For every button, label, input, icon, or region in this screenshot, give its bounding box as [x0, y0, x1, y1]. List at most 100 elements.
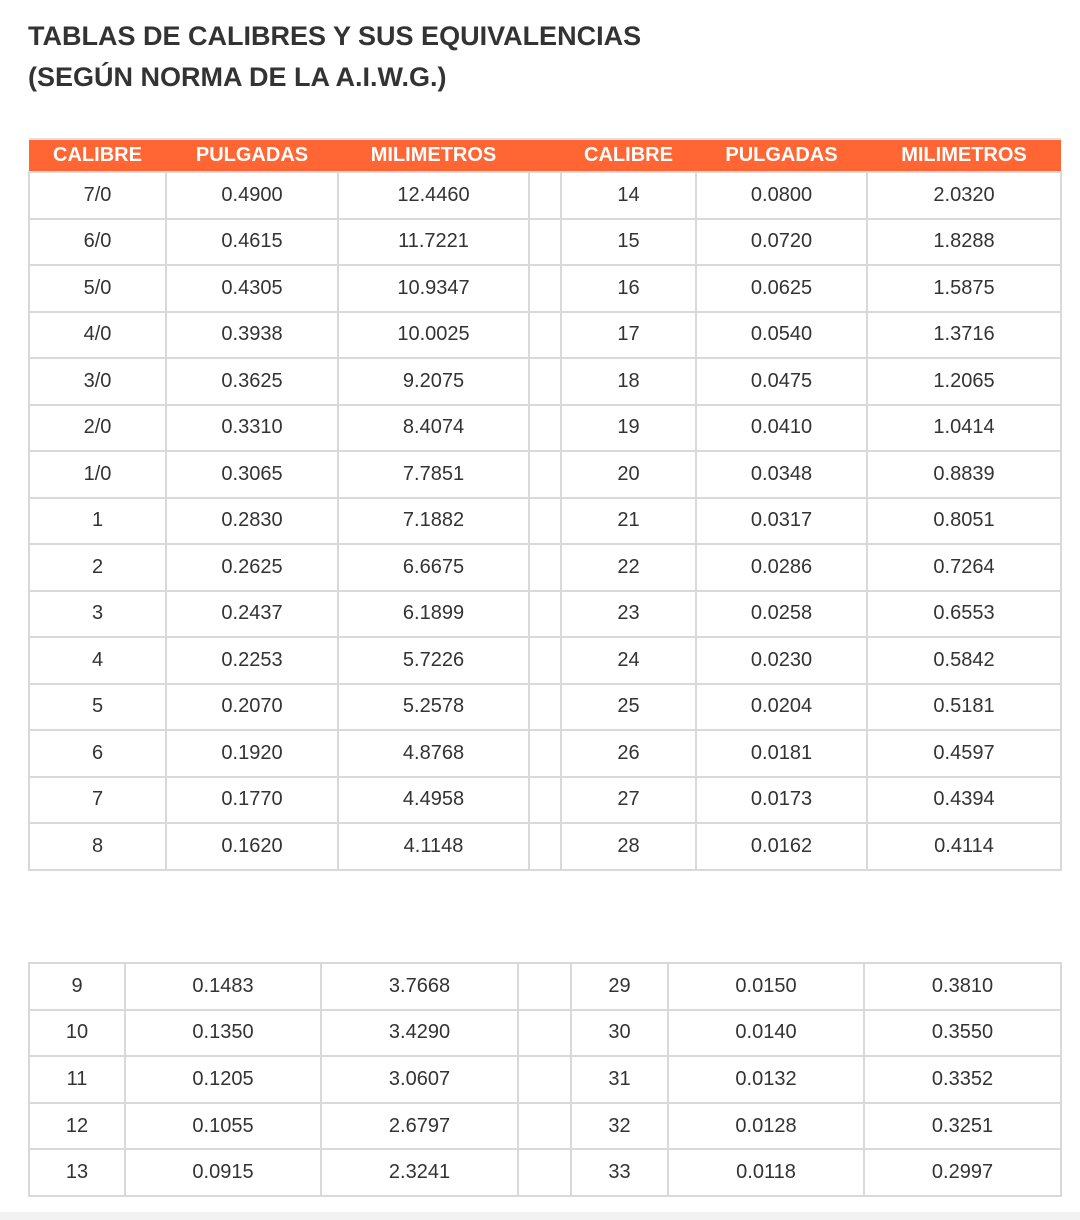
cell-milimetros: 4.1148 — [337, 822, 530, 871]
spacer-cell — [528, 264, 562, 313]
cell-calibre: 24 — [560, 636, 697, 685]
spacer-cell — [517, 962, 572, 1011]
spacer-cell — [517, 1148, 572, 1197]
cell-pulgadas: 0.2437 — [165, 589, 339, 638]
cell-milimetros: 1.2065 — [866, 357, 1062, 406]
table-row: 3/0 0.3625 9.2075 18 0.0475 1.2065 — [28, 357, 1062, 406]
cell-calibre: 10 — [28, 1008, 126, 1058]
table-row: 5/0 0.4305 10.9347 16 0.0625 1.5875 — [28, 264, 1062, 313]
cell-milimetros: 7.7851 — [337, 450, 530, 499]
spacer-cell — [528, 543, 562, 592]
table-row: 13 0.0915 2.3241 33 0.0118 0.2997 — [28, 1148, 1062, 1197]
cell-calibre: 1/0 — [28, 450, 167, 499]
cell-pulgadas: 0.0720 — [695, 217, 868, 266]
cell-milimetros: 1.8288 — [866, 217, 1062, 266]
spacer-cell — [528, 450, 562, 499]
cell-milimetros: 4.4958 — [337, 775, 530, 824]
cell-milimetros: 4.8768 — [337, 729, 530, 778]
cell-calibre: 30 — [570, 1008, 669, 1058]
table-header-row: CALIBRE PULGADAS MILIMETROS CALIBRE PULG… — [29, 138, 1061, 172]
cell-pulgadas: 0.0230 — [695, 636, 868, 685]
cell-calibre: 13 — [28, 1148, 126, 1197]
cell-calibre: 7/0 — [28, 171, 167, 220]
cell-calibre: 5 — [28, 682, 167, 731]
spacer-cell — [528, 775, 562, 824]
cell-calibre: 17 — [560, 310, 697, 359]
cell-pulgadas: 0.3310 — [165, 403, 339, 452]
cell-pulgadas: 0.3938 — [165, 310, 339, 359]
cell-milimetros: 1.5875 — [866, 264, 1062, 313]
cell-milimetros: 5.7226 — [337, 636, 530, 685]
cell-pulgadas: 0.0173 — [695, 775, 868, 824]
cell-pulgadas: 0.3625 — [165, 357, 339, 406]
cell-milimetros: 3.0607 — [320, 1055, 519, 1104]
cell-milimetros: 1.3716 — [866, 310, 1062, 359]
cell-calibre: 29 — [570, 962, 669, 1011]
cell-milimetros: 0.4597 — [866, 729, 1062, 778]
cell-calibre: 2 — [28, 543, 167, 592]
cell-calibre: 8 — [28, 822, 167, 871]
table-row: 7/0 0.4900 12.4460 14 0.0800 2.0320 — [28, 171, 1062, 220]
cell-calibre: 27 — [560, 775, 697, 824]
cell-pulgadas: 0.0348 — [695, 450, 868, 499]
table-row: 5 0.2070 5.2578 25 0.0204 0.5181 — [28, 682, 1062, 731]
cell-calibre: 19 — [560, 403, 697, 452]
cell-calibre: 14 — [560, 171, 697, 220]
spacer-cell — [528, 589, 562, 638]
cell-milimetros: 0.8051 — [866, 496, 1062, 545]
cell-pulgadas: 0.0475 — [695, 357, 868, 406]
spacer-cell — [528, 822, 562, 871]
cell-milimetros: 8.4074 — [337, 403, 530, 452]
cell-pulgadas: 0.2070 — [165, 682, 339, 731]
cell-calibre: 23 — [560, 589, 697, 638]
cell-pulgadas: 0.0140 — [667, 1008, 865, 1058]
spacer-cell — [528, 217, 562, 266]
spacer-cell — [528, 682, 562, 731]
cell-calibre: 2/0 — [28, 403, 167, 452]
cell-calibre: 3/0 — [28, 357, 167, 406]
header-pulgadas: PULGADAS — [696, 138, 867, 172]
cell-pulgadas: 0.2830 — [165, 496, 339, 545]
spacer-cell — [528, 729, 562, 778]
gauge-table-2: 9 0.1483 3.7668 29 0.0150 0.3810 10 0.1350 3.429… — [28, 962, 1062, 1197]
table-row: 1 0.2830 7.1882 21 0.0317 0.8051 — [28, 496, 1062, 545]
header-milimetros: MILIMETROS — [867, 138, 1061, 172]
gauge-table-1: CALIBRE PULGADAS MILIMETROS CALIBRE PULG… — [28, 138, 1062, 871]
spacer-cell — [528, 636, 562, 685]
cell-milimetros: 1.0414 — [866, 403, 1062, 452]
cell-calibre: 32 — [570, 1101, 669, 1151]
cell-milimetros: 0.6553 — [866, 589, 1062, 638]
cell-milimetros: 2.0320 — [866, 171, 1062, 220]
cell-milimetros: 0.3251 — [863, 1101, 1062, 1151]
cell-milimetros: 0.5842 — [866, 636, 1062, 685]
cell-calibre: 26 — [560, 729, 697, 778]
cell-calibre: 20 — [560, 450, 697, 499]
cell-pulgadas: 0.1920 — [165, 729, 339, 778]
cell-calibre: 6 — [28, 729, 167, 778]
table-row: 4 0.2253 5.7226 24 0.0230 0.5842 — [28, 636, 1062, 685]
table-row: 9 0.1483 3.7668 29 0.0150 0.3810 — [28, 962, 1062, 1011]
table-row: 11 0.1205 3.0607 31 0.0132 0.3352 — [28, 1055, 1062, 1104]
table-row: 8 0.1620 4.1148 28 0.0162 0.4114 — [28, 822, 1062, 871]
header-pulgadas: PULGADAS — [166, 138, 338, 172]
cell-pulgadas: 0.0181 — [695, 729, 868, 778]
cell-pulgadas: 0.1770 — [165, 775, 339, 824]
cell-pulgadas: 0.1620 — [165, 822, 339, 871]
cell-milimetros: 6.1899 — [337, 589, 530, 638]
cell-calibre: 25 — [560, 682, 697, 731]
cell-milimetros: 2.3241 — [320, 1148, 519, 1197]
page-title: TABLAS DE CALIBRES Y SUS EQUIVALENCIAS (S… — [28, 16, 641, 98]
spacer-cell — [517, 1101, 572, 1151]
cell-calibre: 7 — [28, 775, 167, 824]
cell-pulgadas: 0.2253 — [165, 636, 339, 685]
cell-pulgadas: 0.4900 — [165, 171, 339, 220]
cell-calibre: 3 — [28, 589, 167, 638]
cell-calibre: 5/0 — [28, 264, 167, 313]
cell-pulgadas: 0.0915 — [124, 1148, 322, 1197]
cell-calibre: 4/0 — [28, 310, 167, 359]
cell-pulgadas: 0.0625 — [695, 264, 868, 313]
spacer-cell — [528, 171, 562, 220]
cell-pulgadas: 0.1483 — [124, 962, 322, 1011]
cell-pulgadas: 0.0204 — [695, 682, 868, 731]
spacer-cell — [517, 1008, 572, 1058]
